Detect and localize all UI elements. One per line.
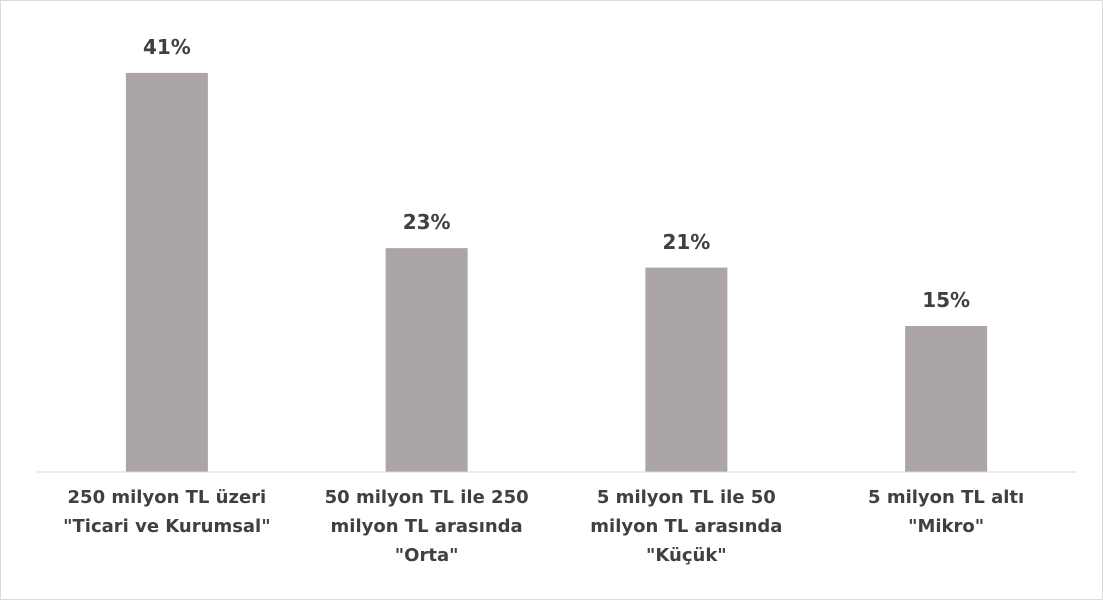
bar — [385, 248, 468, 472]
x-tick-label: 250 milyon TL üzeri "Ticari ve Kurumsal" — [63, 487, 271, 537]
data-label: 15% — [922, 288, 971, 312]
data-label: 23% — [402, 210, 451, 235]
x-tick-label: 5 milyon TL altı "Mikro" — [868, 487, 1025, 537]
bar — [645, 267, 728, 472]
data-label: 41% — [142, 34, 191, 59]
x-tick-label: 50 milyon TL ile 250 milyon TL arasında … — [324, 487, 529, 566]
data-label: 21% — [662, 229, 711, 254]
bar — [905, 326, 988, 472]
bar — [125, 72, 208, 472]
x-tick-label: 5 milyon TL ile 50 milyon TL arasında "K… — [590, 487, 783, 566]
